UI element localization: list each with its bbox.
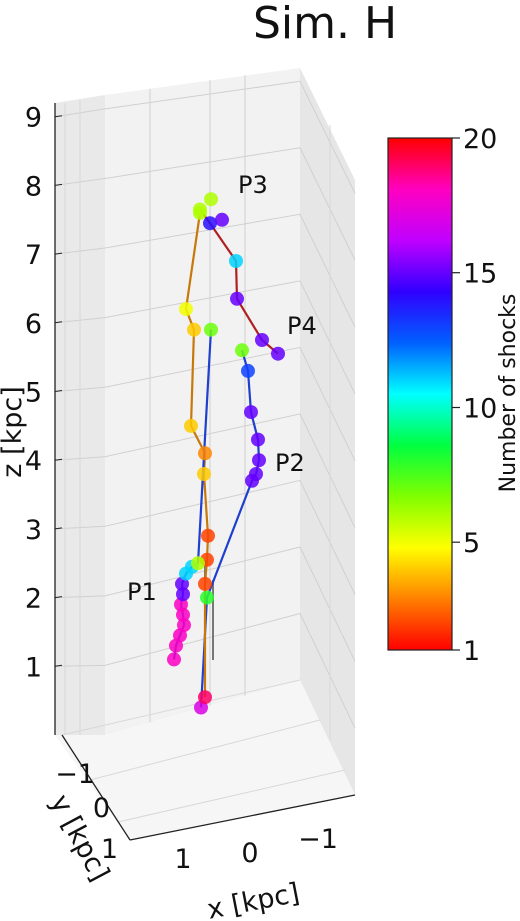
z-tick-label: 2 <box>25 584 42 615</box>
y-tick-label: 0 <box>93 793 110 824</box>
data-point <box>255 333 269 347</box>
z-tick-label: 1 <box>25 652 42 683</box>
data-point <box>235 343 249 358</box>
x-tick-label: 1 <box>174 844 191 875</box>
data-point <box>229 254 243 268</box>
grid-line <box>89 719 321 781</box>
axes-panes <box>55 68 355 840</box>
z-tick-label: 6 <box>25 309 42 340</box>
data-point <box>249 467 263 481</box>
data-point <box>167 652 181 667</box>
z-tick-mark <box>54 252 63 255</box>
y-tick-label: −1 <box>55 759 95 790</box>
z-tick-mark <box>54 390 63 392</box>
colorbar-tick-label: 15 <box>463 259 497 290</box>
x-tick-labels: 1 0 −1 <box>174 824 338 875</box>
colorbar-tick-label: 1 <box>463 636 480 667</box>
floor-pane <box>55 680 355 840</box>
point-label: P2 <box>275 449 305 477</box>
point-label: P4 <box>287 312 317 340</box>
z-tick-label: 9 <box>25 103 42 134</box>
right-pane <box>300 68 355 795</box>
z-tick-label: 4 <box>25 446 42 477</box>
point-label: P1 <box>127 578 157 606</box>
z-tick-mark <box>54 458 63 461</box>
data-point <box>184 418 198 433</box>
data-point <box>252 453 266 468</box>
data-point <box>271 346 285 361</box>
z-axis-label: z [kpc] <box>0 386 28 477</box>
data-point <box>200 590 214 605</box>
z-tick-label: 8 <box>25 171 42 202</box>
back-pane <box>105 68 300 735</box>
point-label: P3 <box>238 171 268 199</box>
data-point <box>176 587 190 602</box>
data-point <box>193 202 207 217</box>
y-axis-line <box>61 734 131 841</box>
data-points <box>167 192 285 715</box>
data-point <box>187 322 201 337</box>
grid-lines <box>54 75 356 823</box>
axis-lines <box>54 103 356 841</box>
z-tick-mark <box>54 321 63 324</box>
chart-title: Sim. H <box>253 0 397 49</box>
data-point <box>198 690 212 705</box>
data-point <box>177 618 191 633</box>
data-point <box>251 432 265 447</box>
data-point <box>201 528 215 543</box>
data-point <box>179 302 193 317</box>
y-tick-labels: −10 1 <box>55 759 118 865</box>
data-point <box>204 322 218 337</box>
grid-line <box>61 679 301 736</box>
data-point <box>230 291 244 306</box>
data-point <box>203 216 217 231</box>
z-tick-label: 7 <box>25 240 42 271</box>
x-axis-line <box>129 794 356 841</box>
colorbar-label: Number of shocks <box>496 294 520 493</box>
data-point <box>241 363 255 378</box>
colorbar-tick-label: 5 <box>463 528 480 559</box>
y-tick-label: 1 <box>101 834 118 865</box>
data-point <box>197 467 211 481</box>
colorbar-tick-label: 10 <box>463 394 497 425</box>
x-tick-label: 0 <box>241 838 258 869</box>
data-point <box>215 212 229 227</box>
tick-marks <box>54 115 63 667</box>
z-tick-mark <box>54 596 63 599</box>
colorbar-tick-label: 20 <box>463 124 497 155</box>
data-point <box>198 446 212 461</box>
z-tick-label: 5 <box>25 378 42 409</box>
z-tick-label: 3 <box>25 515 42 546</box>
data-point <box>191 556 205 571</box>
colorbar-gradient <box>387 137 453 651</box>
z-tick-mark <box>54 183 63 186</box>
data-point <box>198 576 212 591</box>
grid-line <box>117 769 346 823</box>
x-axis-label: x [kpc] <box>205 878 302 921</box>
z-tick-mark <box>54 664 63 667</box>
data-point <box>204 192 218 207</box>
z-tick-mark <box>54 115 63 118</box>
data-point <box>244 405 258 420</box>
x-tick-label: −1 <box>298 824 338 855</box>
z-tick-mark <box>54 527 63 530</box>
z-tick-labels: 1 2 3 4 5 6 7 8 9 <box>25 103 42 684</box>
point-labels: P1 P2 P3 P4 <box>127 171 317 606</box>
